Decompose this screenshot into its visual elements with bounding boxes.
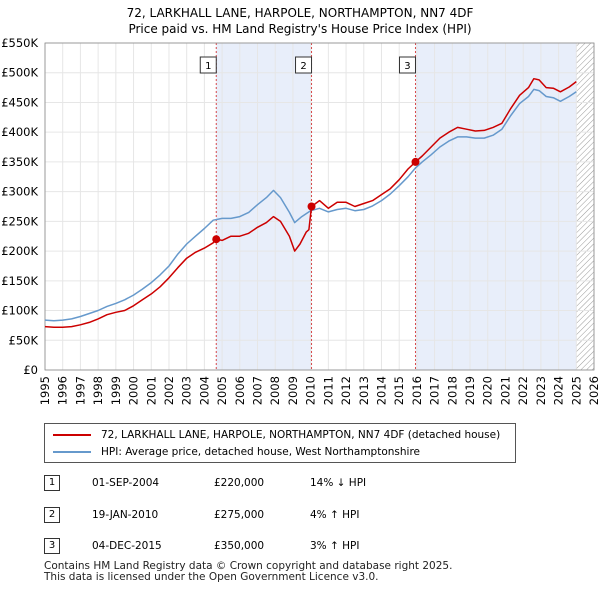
y-tick-label: £400K: [1, 125, 38, 139]
x-tick-label: 2002: [162, 376, 176, 405]
property-series-line: [44, 77, 577, 328]
x-tick-label: 1995: [38, 376, 52, 405]
x-tick-label: 2001: [144, 376, 158, 405]
x-tick-label: 2008: [268, 376, 282, 405]
sale-hpi-diff: 3% ↑ HPI: [310, 540, 360, 552]
x-tick-label: 1997: [73, 376, 87, 405]
legend-item-hpi: HPI: Average price, detached house, West…: [53, 444, 420, 460]
sale-price: £350,000: [214, 540, 265, 552]
y-tick-label: £50K: [9, 333, 39, 347]
x-tick-label: 2004: [197, 376, 211, 405]
y-tick-label: £550K: [1, 36, 38, 50]
footer-licence: This data is licensed under the Open Gov…: [44, 571, 379, 583]
sale-badge: 3: [44, 538, 60, 554]
table-row: 1 01-SEP-2004 £220,000 14% ↓ HPI: [44, 473, 564, 493]
x-tick-label: 2024: [552, 376, 566, 405]
forecast-hatch: [576, 43, 594, 370]
price-chart: 72, LARKHALL LANE, HARPOLE, NORTHAMPTON,…: [1, 6, 600, 405]
chart-title: 72, LARKHALL LANE, HARPOLE, NORTHAMPTON,…: [127, 6, 474, 20]
sale-point: [411, 157, 420, 166]
sale-date: 04-DEC-2015: [92, 540, 162, 552]
sale-label: 2: [300, 61, 306, 72]
x-tick-label: 2016: [410, 376, 424, 405]
legend-label-property: 72, LARKHALL LANE, HARPOLE, NORTHAMPTON,…: [101, 429, 501, 441]
y-tick-label: £0: [23, 363, 38, 377]
sale-label-box: [199, 56, 217, 74]
x-tick-label: 2013: [357, 376, 371, 405]
x-tick-label: 2023: [534, 376, 548, 405]
plot-frame: [44, 42, 595, 371]
x-tick-label: 2012: [339, 376, 353, 405]
y-tick-label: £350K: [1, 155, 38, 169]
y-tick-label: £450K: [1, 95, 38, 109]
sale-price: £220,000: [214, 477, 265, 489]
sale-hpi-diff: 14% ↓ HPI: [310, 477, 367, 489]
legend-label-hpi: HPI: Average price, detached house, West…: [101, 446, 420, 458]
highlight-band: [415, 43, 577, 370]
legend-item-property: 72, LARKHALL LANE, HARPOLE, NORTHAMPTON,…: [53, 427, 500, 443]
table-row: 3 04-DEC-2015 £350,000 3% ↑ HPI: [44, 536, 564, 556]
x-tick-label: 1996: [56, 376, 70, 405]
sale-label-box: [398, 56, 416, 74]
sale-label: 1: [205, 61, 211, 72]
sale-price: £275,000: [214, 509, 265, 521]
legend-swatch-hpi: [53, 451, 91, 453]
y-tick-label: £200K: [1, 244, 38, 258]
sale-hpi-diff: 4% ↑ HPI: [310, 509, 360, 521]
x-tick-label: 2018: [445, 376, 459, 405]
sale-date: 01-SEP-2004: [92, 477, 160, 489]
x-tick-label: 2020: [481, 376, 495, 405]
legend-swatch-property: [53, 434, 91, 436]
x-tick-label: 2005: [215, 376, 229, 405]
x-tick-label: 2014: [374, 376, 388, 405]
x-tick-label: 2021: [498, 376, 512, 405]
x-tick-label: 2000: [127, 376, 141, 405]
footer-copyright: Contains HM Land Registry data © Crown c…: [44, 560, 453, 572]
highlight-band: [216, 43, 312, 370]
sale-point: [212, 235, 221, 244]
y-tick-label: £300K: [1, 185, 38, 199]
x-tick-label: 2006: [233, 376, 247, 405]
x-tick-label: 2019: [463, 376, 477, 405]
x-tick-label: 2017: [428, 376, 442, 405]
sale-badge: 1: [44, 475, 60, 491]
table-row: 2 19-JAN-2010 £275,000 4% ↑ HPI: [44, 505, 564, 525]
sale-label: 3: [404, 61, 410, 72]
x-tick-label: 2009: [286, 376, 300, 405]
x-tick-label: 1999: [109, 376, 123, 405]
x-tick-label: 2022: [516, 376, 530, 405]
hpi-series-line: [44, 88, 577, 322]
x-tick-label: 2025: [569, 376, 583, 405]
x-tick-label: 2003: [180, 376, 194, 405]
chart-subtitle: Price paid vs. HM Land Registry's House …: [128, 22, 471, 36]
y-tick-label: £250K: [1, 214, 38, 228]
footer: Contains HM Land Registry data © Crown c…: [44, 561, 452, 583]
x-tick-label: 2015: [392, 376, 406, 405]
sale-badge: 2: [44, 507, 60, 523]
sale-point: [307, 202, 316, 211]
x-tick-label: 1998: [91, 376, 105, 405]
x-tick-label: 2011: [321, 376, 335, 405]
y-tick-label: £150K: [1, 274, 38, 288]
x-tick-label: 2026: [587, 376, 600, 405]
y-tick-label: £500K: [1, 66, 38, 80]
x-tick-label: 2010: [304, 376, 318, 405]
sale-label-box: [295, 56, 313, 74]
x-tick-label: 2007: [251, 376, 265, 405]
legend: 72, LARKHALL LANE, HARPOLE, NORTHAMPTON,…: [44, 423, 516, 463]
sale-date: 19-JAN-2010: [92, 509, 159, 521]
y-tick-label: £100K: [1, 304, 38, 318]
